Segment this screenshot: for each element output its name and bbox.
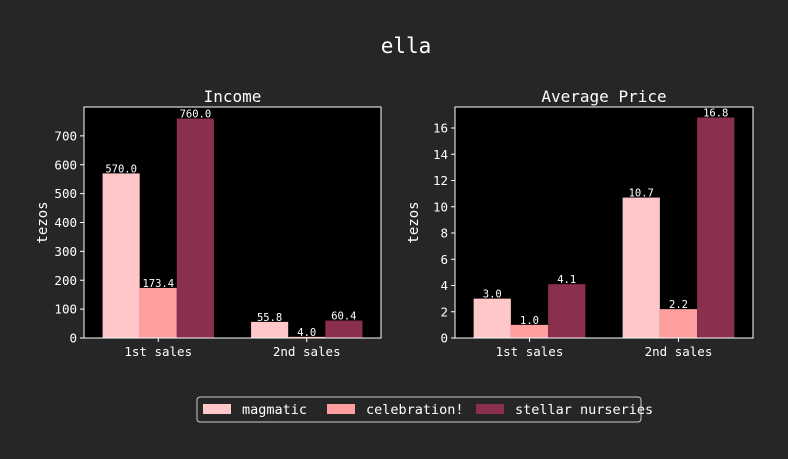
average-price-chart: Average Price tezos 0 2 4 6 8 10 12 14 16 3.0 1.0 4.1… — [406, 87, 754, 359]
average-price-bar-stellar-nurseries-2nd-sales — [697, 117, 735, 338]
average-price-bar-value-label: 10.7 — [629, 188, 654, 200]
average-price-y-axis-label: tezos — [406, 201, 422, 243]
income-bar-stellar-nurseries-1st-sales — [176, 118, 214, 338]
average-price-bar-celebration-2nd-sales — [659, 309, 698, 338]
average-price-title: Average Price — [541, 87, 666, 106]
average-price-bar-stellar-nurseries-1st-sales — [548, 284, 586, 338]
legend-label-celebration: celebration! — [366, 402, 464, 418]
average-price-x-tick-label: 2nd sales — [645, 344, 713, 359]
legend-label-stellar-nurseries: stellar nurseries — [515, 402, 653, 418]
income-y-tick-label: 500 — [54, 186, 77, 201]
income-y-tick-label: 200 — [54, 273, 77, 288]
average-price-y-tick-label: 8 — [440, 226, 448, 241]
income-bar-celebration-1st-sales — [139, 287, 177, 338]
average-price-y-tick-label: 6 — [440, 252, 448, 267]
income-y-tick-label: 100 — [54, 302, 77, 317]
income-y-axis-label: tezos — [35, 201, 51, 243]
income-bar-stellar-nurseries-2nd-sales — [325, 320, 363, 338]
income-y-tick-label: 300 — [54, 244, 77, 259]
income-x-tick-label: 1st sales — [124, 344, 192, 359]
average-price-y-tick-label: 12 — [433, 173, 448, 188]
income-bar-value-label: 570.0 — [105, 163, 137, 175]
legend-swatch-magmatic — [203, 404, 231, 414]
average-price-axes-frame — [454, 106, 754, 339]
income-bar-value-label: 173.4 — [142, 278, 174, 290]
average-price-bar-value-label: 2.2 — [669, 299, 688, 311]
legend-box — [196, 396, 642, 423]
average-price-bar-magmatic-2nd-sales — [622, 197, 660, 338]
legend-swatch-stellar-nurseries — [476, 404, 504, 414]
legend-label-magmatic: magmatic — [242, 402, 307, 418]
average-price-bar-value-label: 3.0 — [483, 289, 502, 301]
average-price-bar-value-label: 1.0 — [520, 315, 539, 327]
average-price-bar-value-label: 16.8 — [703, 108, 728, 120]
average-price-bar-value-label: 4.1 — [557, 274, 576, 286]
income-bar-value-label: 60.4 — [331, 311, 356, 323]
average-price-y-tick-label: 0 — [440, 331, 448, 346]
income-chart: Income tezos 0 100 200 300 400 500 600 700 570.0 17… — [35, 87, 382, 359]
average-price-x-tick-label: 1st sales — [496, 344, 564, 359]
income-bar-magmatic-2nd-sales — [251, 321, 289, 338]
income-y-tick-label: 0 — [69, 331, 77, 346]
income-bar-celebration-2nd-sales — [288, 336, 326, 338]
income-y-tick-label: 600 — [54, 157, 77, 172]
legend: magmatic celebration! stellar nurseries — [196, 396, 653, 423]
legend-swatch-celebration — [327, 404, 355, 414]
average-price-y-tick-label: 4 — [440, 278, 448, 293]
income-x-tick-label: 2nd sales — [273, 344, 341, 359]
income-y-tick-label: 700 — [54, 128, 77, 143]
income-bar-magmatic-1st-sales — [102, 173, 140, 338]
average-price-y-tick-label: 2 — [440, 304, 448, 319]
income-bar-value-label: 760.0 — [180, 109, 212, 121]
average-price-bar-magmatic-1st-sales — [473, 298, 511, 338]
average-price-bar-celebration-1st-sales — [510, 324, 549, 338]
figure-title: ella — [381, 34, 432, 58]
average-price-y-tick-label: 10 — [433, 199, 448, 214]
income-y-tick-label: 400 — [54, 215, 77, 230]
income-bar-value-label: 4.0 — [297, 327, 316, 339]
average-price-y-tick-label: 16 — [433, 121, 448, 136]
average-price-y-tick-label: 14 — [433, 147, 448, 162]
income-title: Income — [204, 87, 262, 106]
income-bar-value-label: 55.8 — [257, 312, 282, 324]
income-axes-frame — [83, 106, 382, 339]
